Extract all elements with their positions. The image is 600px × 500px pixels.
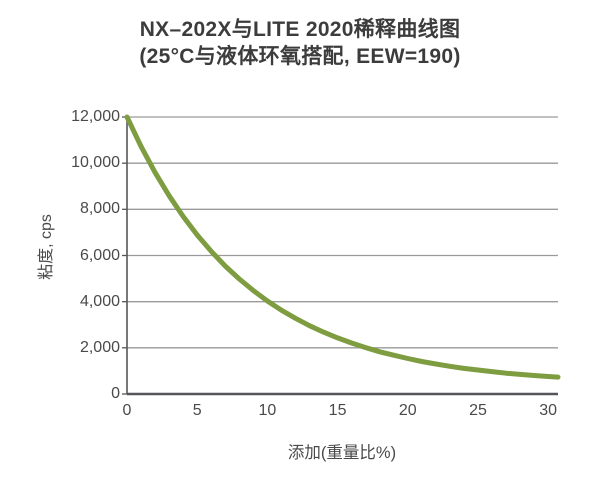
x-tick-label: 10	[258, 402, 277, 419]
y-axis-title: 粘度, cps	[38, 214, 55, 280]
chart-title-block: NX–202X与LITE 2020稀释曲线图 (25°C与液体环氧搭配, EEW…	[0, 16, 600, 70]
y-tick-label: 2,000	[79, 338, 120, 356]
y-tick-label: 4,000	[79, 292, 120, 310]
chart-subtitle: (25°C与液体环氧搭配, EEW=190)	[139, 45, 461, 68]
dilution-curve	[124, 114, 561, 380]
y-tick-label: 12,000	[71, 108, 120, 125]
x-tick-label: 5	[192, 402, 202, 419]
x-tick-label: 0	[122, 402, 132, 419]
x-tick-label: 25	[469, 402, 487, 419]
y-tick-label: 10,000	[71, 154, 120, 172]
x-tick-label: 15	[328, 402, 347, 419]
chart-title: NX–202X与LITE 2020稀释曲线图	[139, 18, 461, 41]
y-tick-label: 6,000	[79, 246, 120, 264]
x-axis-title: 添加(重量比%)	[287, 444, 397, 462]
y-tick-label: 8,000	[79, 200, 120, 218]
x-tick-label: 20	[398, 402, 417, 419]
y-tick-label: 0	[111, 385, 120, 402]
x-tick-label: 30	[539, 402, 558, 419]
